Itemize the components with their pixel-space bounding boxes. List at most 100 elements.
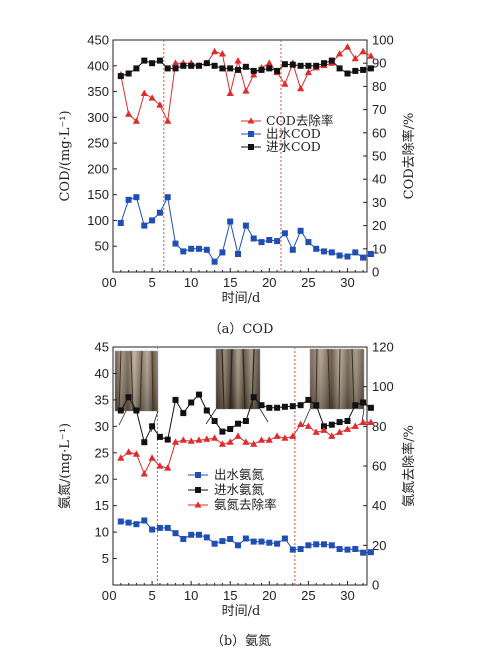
data-point: [265, 59, 273, 66]
y-right-tick-label: 80: [372, 79, 386, 94]
y-axis-left-label: 氨氮/(mg·L⁻¹): [58, 423, 73, 509]
y-right-tick-label: 20: [372, 538, 386, 553]
data-point: [281, 535, 288, 542]
data-point: [360, 399, 367, 406]
data-point: [226, 89, 234, 96]
data-point: [343, 43, 352, 50]
origin-tick-label: 0: [102, 588, 109, 603]
data-point: [227, 536, 234, 542]
y-right-tick-label: 30: [372, 195, 386, 210]
data-point: [180, 410, 187, 417]
data-point: [250, 538, 257, 545]
data-point: [344, 546, 351, 553]
data-point: [211, 47, 219, 55]
data-point: [344, 70, 351, 77]
data-point: [336, 65, 343, 72]
data-point: [141, 222, 148, 229]
data-point: [164, 464, 172, 471]
data-point: [211, 258, 218, 265]
y-left-tick-label: 250: [87, 136, 109, 151]
data-point: [250, 440, 258, 447]
data-point: [289, 246, 296, 253]
x-tick-label: 10: [184, 588, 198, 603]
y-left-tick-label: 30: [95, 419, 109, 434]
data-point: [227, 65, 234, 72]
data-point: [274, 404, 281, 411]
legend-entry-effluent: 出水COD: [241, 126, 321, 141]
data-point: [203, 407, 210, 414]
data-point: [235, 542, 241, 549]
data-point: [219, 249, 226, 256]
y-right-tick-label: 100: [372, 33, 394, 48]
data-point: [321, 60, 327, 67]
data-point: [274, 67, 281, 74]
data-point: [297, 420, 305, 427]
data-point: [321, 541, 327, 548]
data-point: [344, 418, 351, 424]
data-point: [289, 403, 296, 410]
data-point: [179, 436, 187, 443]
data-point: [359, 418, 367, 425]
data-point: [171, 59, 180, 66]
data-point: [258, 239, 265, 246]
data-point: [274, 540, 281, 547]
legend-entry-influent: 进水COD: [241, 139, 321, 154]
legend-label-effluent: 出水氨氮: [214, 467, 265, 482]
legend-entry-effluent: 出水氨氮: [188, 467, 265, 482]
data-point: [289, 61, 296, 68]
x-tick-label: 0: [109, 588, 116, 603]
data-point: [242, 438, 250, 445]
data-point: [242, 418, 249, 424]
y-left-tick-label: 50: [95, 239, 109, 254]
y-right-tick-label: 60: [372, 459, 386, 474]
y-left-tick-label: 450: [87, 33, 109, 48]
x-tick-label: 10: [184, 275, 198, 290]
data-point: [172, 530, 179, 537]
data-point: [203, 60, 210, 67]
y-right-tick-label: 100: [372, 379, 394, 394]
data-point: [234, 432, 242, 439]
data-point: [117, 454, 125, 461]
data-point: [367, 251, 374, 257]
data-point: [196, 531, 202, 538]
data-point: [141, 57, 148, 64]
data-point: [266, 237, 273, 243]
data-point: [141, 517, 148, 524]
caption-b: （b）氨氮: [211, 634, 271, 649]
data-point: [352, 67, 359, 74]
data-point: [211, 434, 219, 441]
data-point: [297, 402, 304, 409]
series-1: [117, 194, 374, 265]
y-right-tick-label: 40: [372, 498, 386, 513]
legend-entry-removal: 氨氮去除率: [188, 497, 277, 512]
data-point: [125, 110, 133, 117]
x-tick-label: 15: [223, 275, 237, 290]
data-point: [195, 436, 203, 443]
data-point: [367, 52, 375, 59]
data-point: [258, 66, 265, 73]
data-point: [360, 66, 367, 73]
data-point: [367, 418, 375, 425]
y-left-tick-label: 5: [102, 551, 109, 566]
x-tick-label: 25: [301, 588, 315, 603]
y-left-tick-label: 25: [95, 445, 109, 460]
data-point: [265, 436, 273, 443]
data-point: [188, 62, 195, 69]
data-point: [250, 235, 257, 242]
data-point: [149, 526, 156, 533]
data-point: [156, 433, 163, 440]
origin-tick-label: 0: [102, 275, 109, 290]
data-point: [313, 245, 320, 252]
y-left-tick-label: 300: [87, 110, 109, 125]
legend-entry-influent: 进水氨氮: [188, 482, 265, 497]
data-point: [117, 220, 124, 226]
legend: COD去除率 出水COD 进水COD: [241, 113, 333, 154]
x-axis-label: 时间/d: [222, 291, 261, 306]
x-tick-label: 0: [109, 275, 116, 290]
y-left-tick-label: 10: [95, 525, 109, 540]
data-point: [328, 542, 335, 549]
data-point: [320, 426, 328, 433]
data-point: [156, 524, 163, 531]
y-right-tick-label: 120: [372, 340, 394, 355]
data-point: [227, 218, 234, 225]
